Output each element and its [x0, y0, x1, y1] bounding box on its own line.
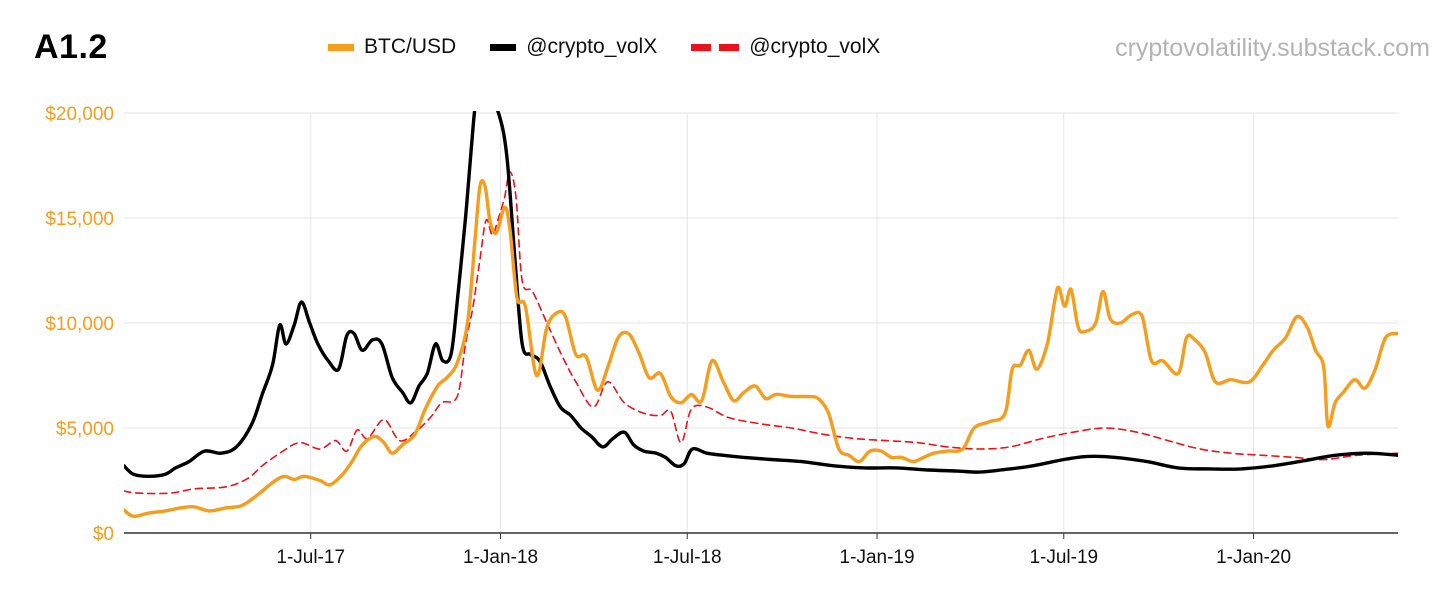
legend-item-volx-dashed: @crypto_volX: [691, 35, 880, 59]
legend-item-btc: BTC/USD: [328, 35, 456, 59]
x-tick-label: 1-Jan-19: [840, 547, 915, 568]
legend-swatch-volx-solid: [490, 43, 517, 51]
legend-swatch-volx-dashed: [691, 43, 740, 51]
legend: BTC/USD @crypto_volX @crypto_volX: [328, 35, 914, 59]
y-tick-label: $20,000: [45, 104, 114, 125]
x-tick-label: 1-Jan-18: [463, 547, 538, 568]
series-line-crypto-volx-solid: [124, 111, 1398, 478]
y-tick-label: $15,000: [45, 209, 114, 230]
legend-swatch-btc: [328, 43, 354, 51]
x-tick-label: 1-Jan-20: [1216, 547, 1291, 568]
x-tick-label: 1-Jul-19: [1029, 547, 1098, 568]
series-line-crypto-volx-dashed: [124, 171, 1398, 495]
legend-item-volx-solid: @crypto_volX: [490, 35, 657, 59]
legend-label-volx-dashed: @crypto_volX: [749, 35, 881, 58]
legend-label-btc: BTC/USD: [364, 35, 457, 58]
y-tick-label: $5,000: [56, 419, 114, 440]
x-tick-label: 1-Jul-18: [653, 547, 722, 568]
series-line-btc-usd: [124, 179, 1398, 518]
x-tick-label: 1-Jul-17: [276, 547, 345, 568]
legend-label-volx-solid: @crypto_volX: [526, 35, 658, 58]
y-tick-label: $0: [93, 524, 114, 545]
y-tick-label: $10,000: [45, 314, 114, 335]
watermark: cryptovolatility.substack.com: [1115, 34, 1430, 62]
chart-title: A1.2: [34, 28, 108, 66]
